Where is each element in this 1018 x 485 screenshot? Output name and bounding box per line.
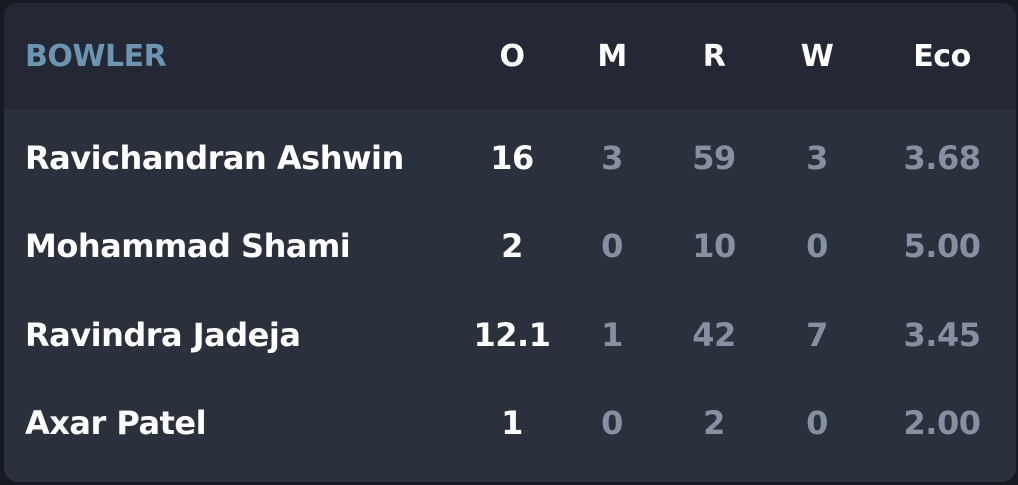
maidens-value: 0 xyxy=(601,403,623,442)
header-runs: R xyxy=(702,38,726,74)
overs-value: 2 xyxy=(501,226,523,265)
bowling-scorecard: BOWLER O M R W Eco Ravichandran Ashwin 1… xyxy=(4,3,1016,482)
economy-value: 3.45 xyxy=(903,315,981,354)
header-wickets: W xyxy=(800,38,834,74)
header-overs: O xyxy=(499,38,525,74)
economy-value: 2.00 xyxy=(903,403,981,442)
economy-value: 5.00 xyxy=(903,226,981,265)
header-maidens: M xyxy=(597,38,627,74)
wickets-value: 7 xyxy=(806,315,828,354)
bowler-name: Ravichandran Ashwin xyxy=(25,138,404,177)
wickets-value: 0 xyxy=(806,403,828,442)
table-row: Mohammad Shami 2 0 10 0 5.00 xyxy=(4,201,1016,290)
runs-value: 10 xyxy=(692,226,736,265)
runs-value: 42 xyxy=(692,315,736,354)
table-row: Axar Patel 1 0 2 0 2.00 xyxy=(4,378,1016,467)
runs-value: 59 xyxy=(692,138,736,177)
maidens-value: 0 xyxy=(601,226,623,265)
overs-value: 16 xyxy=(490,138,534,177)
header-bowler: BOWLER xyxy=(25,38,167,74)
wickets-value: 0 xyxy=(806,226,828,265)
bowler-name: Mohammad Shami xyxy=(25,226,351,265)
wickets-value: 3 xyxy=(806,138,828,177)
maidens-value: 1 xyxy=(601,315,623,354)
header-economy: Eco xyxy=(913,38,971,74)
table-header: BOWLER O M R W Eco xyxy=(4,3,1016,109)
overs-value: 12.1 xyxy=(473,315,551,354)
table-row: Ravichandran Ashwin 16 3 59 3 3.68 xyxy=(4,113,1016,202)
maidens-value: 3 xyxy=(601,138,623,177)
economy-value: 3.68 xyxy=(903,138,981,177)
bowler-name: Ravindra Jadeja xyxy=(25,315,301,354)
overs-value: 1 xyxy=(501,403,523,442)
bowler-name: Axar Patel xyxy=(25,403,207,442)
table-row: Ravindra Jadeja 12.1 1 42 7 3.45 xyxy=(4,290,1016,379)
runs-value: 2 xyxy=(703,403,725,442)
